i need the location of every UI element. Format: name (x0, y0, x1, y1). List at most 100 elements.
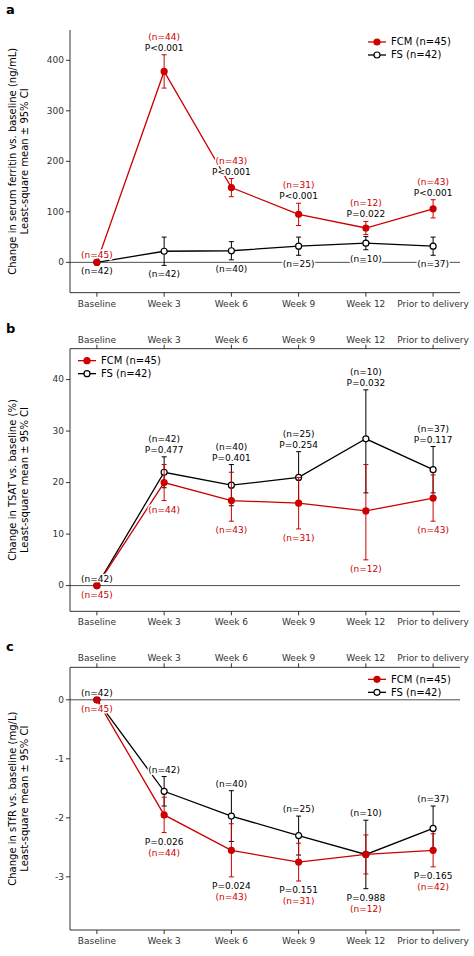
n-label: (n=45) (81, 704, 113, 714)
x-tick-label-top: Baseline (78, 335, 117, 345)
x-tick (231, 930, 232, 934)
point (430, 467, 436, 473)
point (363, 851, 369, 857)
y-axis-label-line: Least-square mean ± 95% CI (19, 726, 30, 872)
point (363, 436, 369, 442)
x-tick (365, 930, 366, 934)
y-tick-label: -2 (55, 813, 64, 823)
error-bar (229, 824, 234, 877)
n-label: (n=43) (216, 892, 248, 902)
point (296, 833, 302, 839)
legend-marker (374, 52, 380, 58)
x-tick-label-top: Week 12 (346, 335, 385, 345)
p-value: P=0.032 (346, 378, 385, 388)
x-tick-label: Week 3 (148, 617, 181, 627)
y-axis-line (70, 349, 71, 612)
y-axis-label-line: Change in TSAT vs. baseline (%) (7, 399, 18, 561)
x-axis-top-line (70, 348, 460, 349)
y-axis-label: Change in sTfR vs. baseline (mg/L)Least-… (7, 712, 30, 886)
x-tick (298, 293, 299, 297)
error-bar (162, 797, 167, 832)
error-bar (431, 475, 436, 521)
legend-marker (84, 358, 90, 364)
y-tick-label: 20 (53, 477, 65, 487)
annotations: (n=42)(n=45)P=0.477(n=42)(n=44)P=0.401(n… (81, 367, 452, 600)
y-tick-label: 0 (58, 580, 64, 590)
p-value: P=0.254 (279, 440, 318, 450)
p-value: P<0.001 (279, 191, 318, 201)
error-bar (431, 200, 436, 218)
x-tick (433, 611, 434, 615)
y-tick (66, 161, 70, 162)
x-tick-label: Week 12 (346, 617, 385, 627)
n-label: (n=43) (417, 525, 449, 535)
y-axis-label: Change in serum ferritin vs. baseline (n… (7, 48, 30, 275)
p-value: P<0.001 (145, 43, 184, 53)
point (228, 185, 234, 191)
n-label: (n=31) (283, 896, 315, 906)
point (228, 498, 234, 504)
panel: a0100200300400BaselineWeek 3Week 6Week 9… (6, 2, 470, 309)
point (363, 240, 369, 246)
y-tick-label: 200 (47, 156, 64, 166)
y-tick (66, 817, 70, 818)
n-label: (n=31) (283, 533, 315, 543)
x-tick-label: Baseline (78, 617, 117, 627)
p-value: P=0.477 (145, 445, 184, 455)
series-line (97, 71, 433, 262)
marks (94, 55, 436, 266)
x-tick-top (231, 663, 232, 667)
x-tick-top (298, 345, 299, 349)
n-label: (n=25) (283, 804, 315, 814)
x-tick (298, 611, 299, 615)
y-axis-label-line: Least-square mean ± 95% CI (19, 88, 30, 234)
legend: FCM (n=45)FS (n=42) (368, 674, 451, 698)
y-axis-label-line: Change in serum ferritin vs. baseline (n… (7, 48, 18, 275)
x-tick-top (96, 663, 97, 667)
figure: a0100200300400BaselineWeek 3Week 6Week 9… (0, 0, 474, 956)
zero-line (70, 699, 460, 700)
panel-label: a (6, 2, 15, 17)
p-value: P=0.026 (145, 837, 184, 847)
x-tick-label: Week 9 (282, 617, 316, 627)
n-label: (n=10) (350, 367, 382, 377)
error-bar (363, 465, 368, 560)
x-tick-label: Week 3 (148, 936, 181, 946)
x-tick-top (164, 345, 165, 349)
y-tick (66, 379, 70, 380)
point (430, 495, 436, 501)
x-tick (164, 293, 165, 297)
x-axis-line (70, 611, 460, 612)
n-label: (n=10) (350, 254, 382, 264)
y-tick (66, 585, 70, 586)
n-label: (n=42) (148, 434, 180, 444)
error-bar (296, 843, 301, 881)
x-axis-top-line (70, 667, 460, 668)
y-tick (66, 431, 70, 432)
panel: c0-1-2-3BaselineBaselineWeek 3Week 3Week… (6, 639, 470, 946)
n-label: (n=12) (350, 198, 382, 208)
n-label: (n=10) (350, 808, 382, 818)
n-label: (n=44) (148, 848, 180, 858)
y-tick-label: -3 (55, 872, 64, 882)
point (363, 851, 369, 857)
annotations: (n=45)(n=42)P<0.001(n=44)(n=42)P<0.001(n… (81, 32, 452, 280)
x-tick-label: Week 12 (346, 299, 385, 309)
panel-label: c (6, 639, 14, 654)
p-value: P=0.988 (346, 893, 385, 903)
series-line (97, 243, 433, 262)
n-label: (n=25) (283, 429, 315, 439)
point (296, 859, 302, 865)
n-label: (n=37) (417, 259, 449, 269)
legend-label: FS (n=42) (101, 368, 151, 379)
point (161, 812, 167, 818)
point (161, 788, 167, 794)
legend-label: FCM (n=45) (101, 355, 161, 366)
n-label: (n=42) (417, 882, 449, 892)
point (430, 847, 436, 853)
p-value: P=0.165 (414, 871, 453, 881)
y-tick (66, 534, 70, 535)
x-tick (231, 611, 232, 615)
n-label: (n=43) (216, 156, 248, 166)
error-bar (431, 834, 436, 867)
